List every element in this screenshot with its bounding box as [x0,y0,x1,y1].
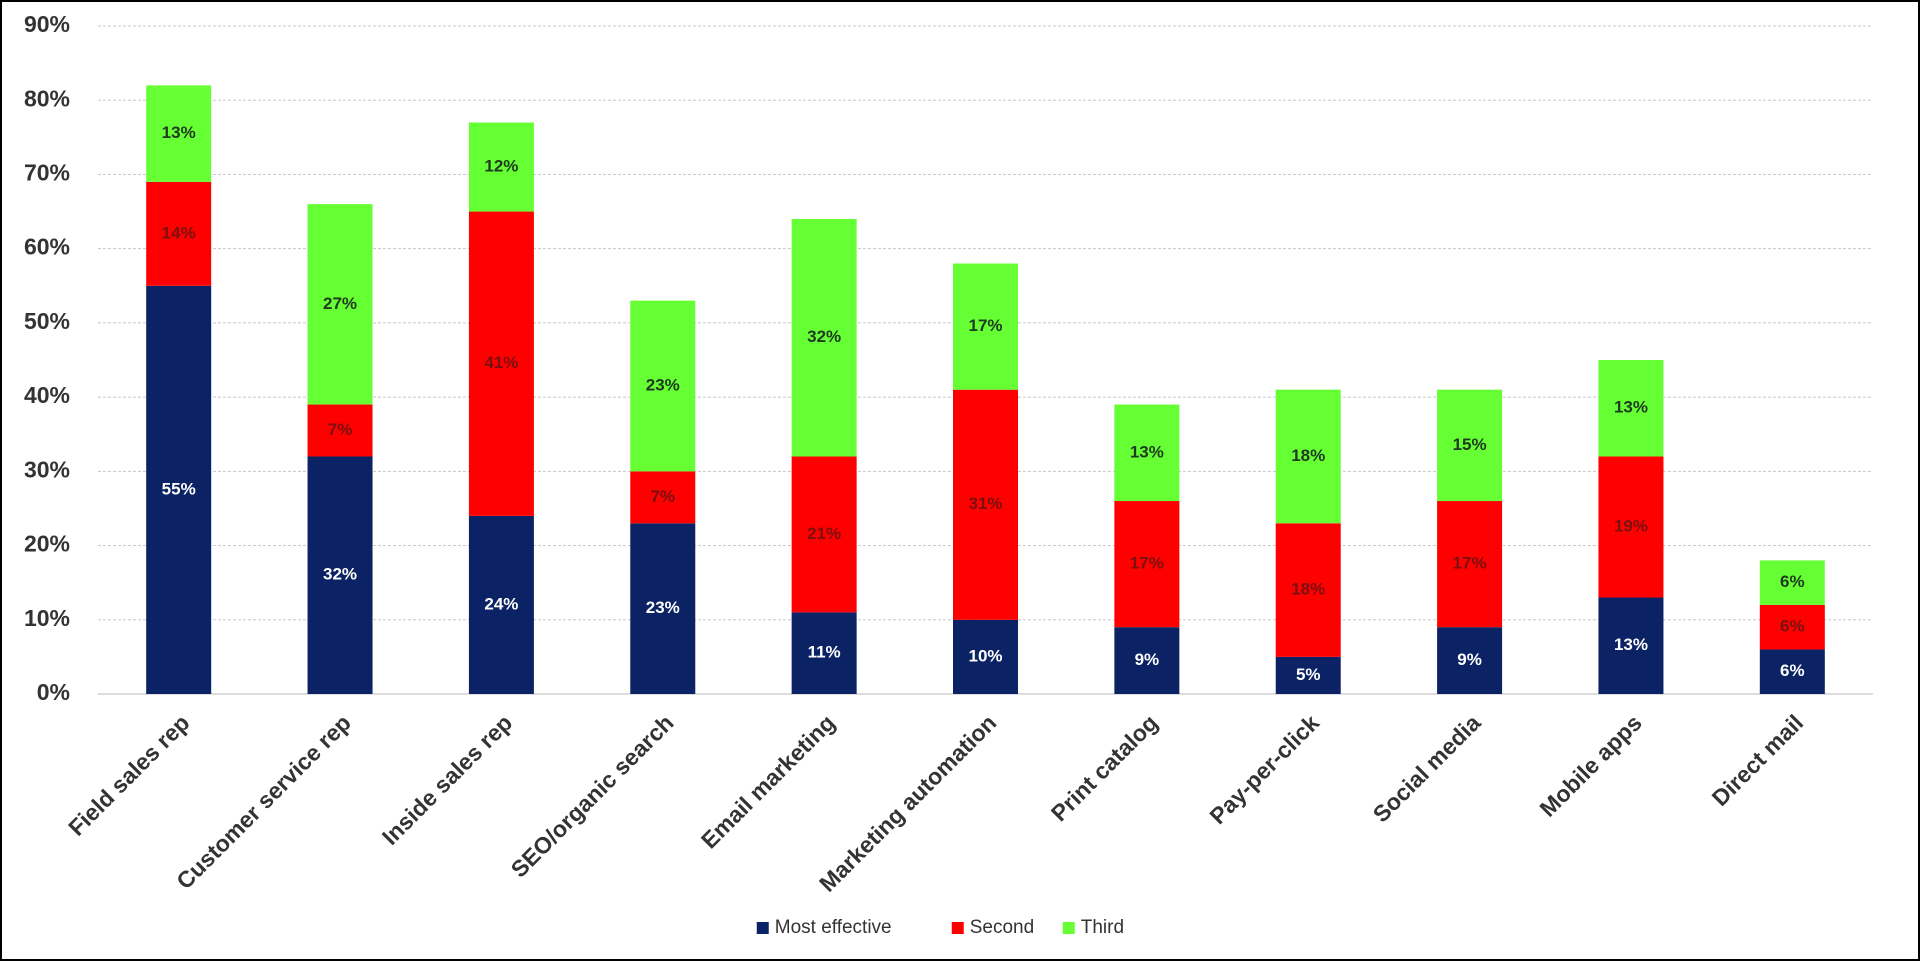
data-label: 7% [328,420,353,439]
bar-segment [307,204,373,405]
y-tick-label: 10% [24,605,70,631]
bar-segment [1598,360,1664,457]
bar-segment [468,211,534,516]
y-tick-label: 20% [24,531,70,557]
bar-segment [1437,389,1503,502]
bar-segment [146,85,212,182]
bar-segment [146,181,212,286]
data-label: 32% [323,565,357,584]
y-tick-label: 30% [24,456,70,482]
y-tick-label: 80% [24,85,70,111]
bar-segment [791,218,857,457]
bar-segment [1275,523,1341,657]
bar-segment [1114,404,1180,502]
legend-label: Second [970,917,1034,938]
bar-segment [791,456,857,613]
y-tick-label: 70% [24,160,70,186]
data-label: 17% [1130,554,1164,573]
bar-segment [1437,501,1503,628]
bar-segment [953,263,1018,390]
bar-segment [1759,560,1825,605]
data-label: 21% [807,524,841,543]
legend: Most effective Second Third [756,917,1124,938]
data-label: 17% [1453,554,1487,573]
bar-segment [307,456,373,694]
data-label: 10% [968,646,1002,665]
bar-segment [1598,456,1664,598]
data-label: 13% [1614,635,1648,654]
data-label: 23% [646,598,680,617]
data-label: 6% [1780,572,1805,591]
data-label: 13% [1614,398,1648,417]
data-label: 18% [1291,446,1325,465]
bar-segment [953,619,1018,694]
bar-segment [630,471,696,524]
bar-segment [468,515,534,694]
bar-segment [1275,389,1341,524]
data-label: 31% [968,494,1002,513]
data-label: 12% [484,157,518,176]
legend-label: Most effective [775,917,892,938]
data-label: 13% [1130,442,1164,461]
bar-segment [1598,597,1664,694]
bar-segment [146,285,212,694]
y-tick-label: 50% [24,308,70,334]
data-label: 6% [1780,617,1805,636]
data-label: 9% [1135,650,1160,669]
bar-segment [1114,627,1180,694]
legend-swatch [1062,922,1075,934]
legend-swatch [756,922,769,934]
data-label: 17% [968,316,1002,335]
bar-segment [307,404,373,457]
bar-segment [630,523,696,694]
bar-segment [1437,627,1503,694]
data-label: 9% [1457,650,1482,669]
bar-segment [468,122,534,212]
bar-segment [791,612,857,694]
y-tick-label: 90% [24,11,70,37]
data-label: 11% [808,643,841,662]
data-label: 41% [484,353,518,372]
data-label: 24% [484,594,518,613]
bars [146,85,1825,694]
data-label: 27% [323,294,357,313]
bar-segment [1275,656,1341,694]
y-tick-label: 40% [24,382,70,408]
data-label: 14% [162,223,196,242]
data-label: 7% [650,487,675,506]
bar-segment [1759,649,1825,694]
bar-segment [953,389,1018,620]
y-tick-label: 60% [24,234,70,260]
legend-swatch [951,922,964,934]
bar-segment [1114,501,1180,628]
y-tick-label: 0% [37,679,70,705]
data-label: 13% [162,123,196,142]
data-label: 5% [1296,665,1321,684]
data-label: 6% [1780,661,1805,680]
data-label: 32% [807,327,841,346]
data-label: 55% [162,479,196,498]
bar-segment [1759,604,1825,650]
data-label: 19% [1614,516,1648,535]
legend-label: Third [1081,917,1124,938]
bar-segment [630,300,696,472]
data-label: 18% [1291,580,1325,599]
data-label: 23% [646,375,680,394]
data-label: 15% [1453,435,1487,454]
